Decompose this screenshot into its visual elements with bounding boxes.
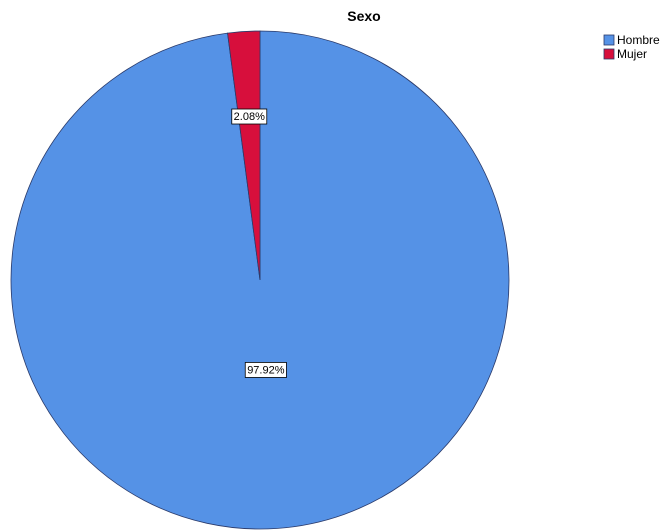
slice-labels: 97.92% 2.08%: [231, 108, 287, 378]
pie-slice-mujer: [227, 30, 261, 281]
legend-swatch-hombre: [603, 34, 615, 46]
slice-label-text: 97.92%: [247, 364, 285, 376]
legend-label-hombre: Hombre: [617, 33, 660, 47]
slice-label-hombre: 97.92%: [244, 362, 287, 378]
slice-label-mujer: 2.08%: [231, 108, 268, 125]
slice-label-text: 2.08%: [234, 111, 265, 123]
chart-title: Sexo: [347, 8, 380, 24]
legend-swatch-mujer: [603, 48, 615, 60]
legend-label-mujer: Mujer: [617, 47, 647, 61]
pie-slices: [10, 30, 510, 530]
